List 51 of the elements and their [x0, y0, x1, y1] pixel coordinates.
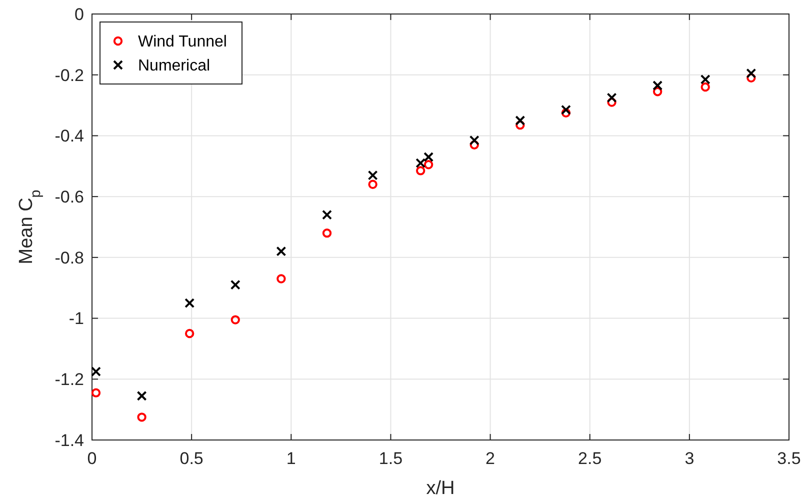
- point: [515, 116, 526, 126]
- point: [607, 98, 616, 107]
- point: [561, 108, 571, 118]
- y-tick-label: -0.8: [54, 248, 84, 268]
- point: [230, 315, 240, 324]
- y-tick-label: -0.6: [54, 188, 84, 207]
- y-tick-label: -1.4: [54, 430, 84, 450]
- point: [516, 120, 525, 130]
- point: [136, 390, 147, 401]
- y-tick-label: 0: [74, 4, 84, 24]
- legend-label: Numerical: [138, 58, 210, 75]
- point: [470, 140, 479, 150]
- x-tick-label: 1: [286, 449, 296, 468]
- y-tick-label: -1.2: [54, 370, 84, 390]
- point: [424, 152, 434, 162]
- point: [606, 92, 617, 103]
- point: [322, 228, 332, 238]
- y-tick-label: -0.4: [54, 126, 84, 146]
- x-tick-label: 2.5: [578, 449, 602, 468]
- point: [184, 328, 194, 338]
- legend-label: Wind Tunnel: [138, 34, 227, 51]
- point: [276, 246, 286, 256]
- x-tick-label: 3: [684, 449, 694, 468]
- point: [469, 135, 480, 146]
- x-tick-label: 1.5: [378, 449, 403, 468]
- point: [560, 104, 571, 115]
- point: [184, 298, 195, 308]
- point: [91, 388, 101, 398]
- x-tick-label: 0: [87, 449, 97, 468]
- point: [322, 210, 332, 220]
- point: [90, 366, 101, 377]
- y-tick-label: -0.2: [54, 66, 84, 85]
- point: [746, 68, 756, 78]
- x-tick-label: 2: [486, 449, 496, 468]
- point: [652, 86, 662, 96]
- point: [368, 180, 378, 189]
- point: [416, 158, 426, 168]
- point: [416, 166, 426, 176]
- point: [652, 80, 663, 91]
- point: [746, 73, 756, 82]
- x-tick-label: 0.5: [180, 449, 204, 468]
- y-tick-label: -1: [68, 309, 84, 328]
- point: [230, 280, 240, 290]
- x-axis-title: x/H: [426, 478, 455, 499]
- point: [137, 412, 146, 422]
- point: [700, 82, 710, 92]
- point: [368, 170, 378, 180]
- point: [700, 74, 710, 84]
- point: [276, 274, 286, 284]
- point: [424, 160, 434, 170]
- x-tick-label: 3.5: [777, 449, 801, 468]
